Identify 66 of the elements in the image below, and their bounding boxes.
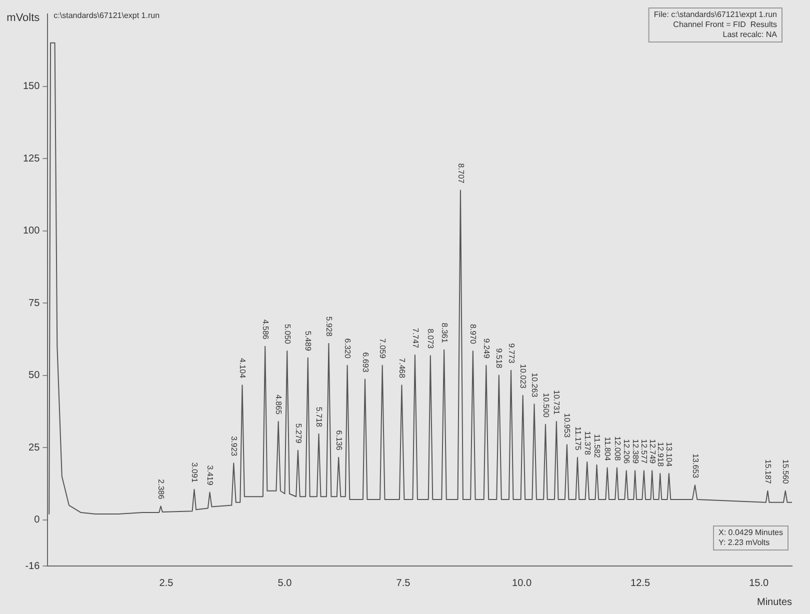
annotation: c:\standards\67121\expt 1.run <box>54 11 160 20</box>
y-tick-label: 75 <box>28 298 40 309</box>
annotation: Last recalc: NA <box>722 30 778 40</box>
annotation: 5.279 <box>294 423 303 444</box>
annotation: 3.091 <box>190 462 200 483</box>
annotation: 7.468 <box>398 358 407 379</box>
y-tick-label: -16 <box>25 560 40 572</box>
y-tick-label: 0 <box>34 514 40 526</box>
annotation: 6.693 <box>360 352 370 373</box>
annotation: 12.389 <box>630 439 640 464</box>
annotation: 8.707 <box>456 163 466 184</box>
annotation: 11.378 <box>582 431 592 456</box>
annotation: 10.023 <box>518 364 528 390</box>
x-tick-label: 5.0 <box>278 578 292 589</box>
x-tick-label: 10.0 <box>512 578 532 589</box>
annotation: File: c:\standards\67121\expt 1.run <box>654 10 777 20</box>
annotation: 4.586 <box>260 319 270 340</box>
annotation: 11.175 <box>573 426 582 451</box>
annotation: 15.187 <box>763 459 772 484</box>
annotation: X: 0.0429 Minutes <box>718 528 783 538</box>
x-tick-label: 15.0 <box>749 578 769 589</box>
annotation: Channel Front = FID Results <box>673 20 777 30</box>
annotation: 10.500 <box>541 392 550 418</box>
annotation: 13.104 <box>664 442 674 468</box>
y-tick-label: 100 <box>22 226 40 237</box>
annotation: 4.104 <box>238 358 248 379</box>
annotation: 4.865 <box>274 394 284 416</box>
x-tick-label: 2.5 <box>159 578 174 589</box>
annotation: 12.206 <box>622 439 632 464</box>
annotation: 9.773 <box>506 343 516 364</box>
annotation: 8.970 <box>468 324 478 345</box>
annotation: 5.928 <box>324 316 334 338</box>
annotation: 8.073 <box>426 328 436 350</box>
y-tick-label: 150 <box>22 81 40 92</box>
annotation: 12.749 <box>648 439 657 464</box>
annotation: 2.386 <box>156 479 166 500</box>
annotation: 5.718 <box>314 406 324 428</box>
annotation: 5.050 <box>282 324 292 345</box>
annotation: 9.518 <box>494 348 504 369</box>
annotation: 8.361 <box>440 322 449 344</box>
annotation: 12.918 <box>656 442 665 468</box>
annotation: 15.560 <box>781 459 790 484</box>
y-tick-label: 50 <box>28 370 40 382</box>
annotation: Y: 2.23 mVolts <box>718 538 770 548</box>
annotation: 10.263 <box>530 372 540 398</box>
annotation: 10.731 <box>552 390 562 416</box>
annotation: 3.923 <box>229 436 238 457</box>
y-tick-label: 25 <box>28 442 40 454</box>
annotation: 12.577 <box>640 439 649 464</box>
annotation: 7.059 <box>378 338 388 359</box>
annotation: 6.320 <box>343 338 352 359</box>
annotation: 5.489 <box>304 330 313 352</box>
annotation: 12.008 <box>612 436 622 462</box>
y-axis-title: mVolts <box>6 12 40 24</box>
annotation: 9.249 <box>482 338 491 359</box>
annotation: 3.419 <box>206 465 215 486</box>
x-tick-label: 7.5 <box>396 578 411 589</box>
annotation: 11.804 <box>603 436 612 462</box>
y-tick-label: 125 <box>22 153 40 164</box>
annotation: 13.653 <box>690 454 700 479</box>
x-tick-label: 12.5 <box>630 578 650 589</box>
annotation: 7.747 <box>410 328 420 349</box>
annotation: 11.582 <box>592 434 602 458</box>
annotation: 6.136 <box>334 430 344 451</box>
annotation: 10.953 <box>562 413 572 438</box>
x-axis-title: Minutes <box>756 596 792 608</box>
